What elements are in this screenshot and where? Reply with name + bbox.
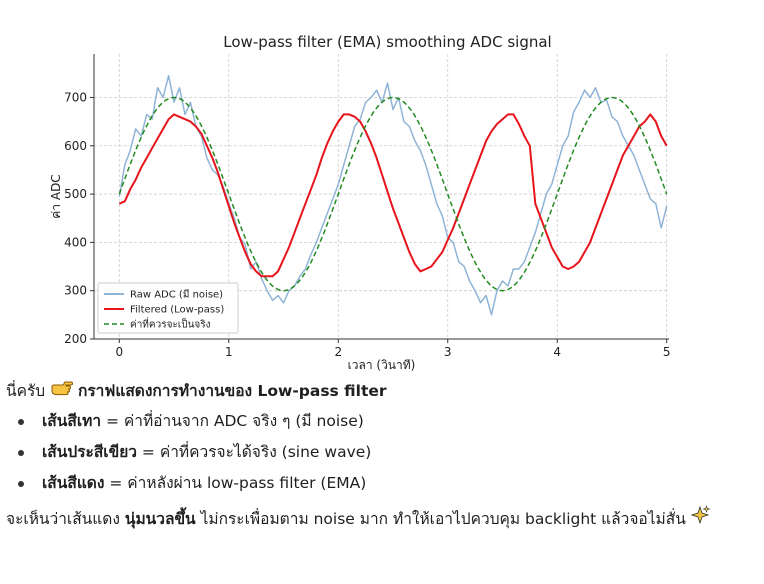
x-tick-label: 4 bbox=[553, 345, 561, 359]
x-tick-label: 1 bbox=[225, 345, 233, 359]
intro-prefix: นี่ครับ bbox=[6, 382, 46, 401]
legend-explanation-list: เส้นสีเทา = ค่าที่อ่านจาก ADC จริง ๆ (มี… bbox=[6, 409, 756, 495]
y-axis-label: ค่า ADC bbox=[49, 174, 63, 218]
conclusion-bold: นุ่มนวลขึ้น bbox=[124, 510, 196, 529]
legend-label: ค่าที่ควรจะเป็นจริง bbox=[130, 317, 211, 331]
y-tick-label: 200 bbox=[64, 332, 87, 346]
y-tick-label: 400 bbox=[64, 235, 87, 249]
bullet-rest: = ค่าที่อ่านจาก ADC จริง ๆ (มี noise) bbox=[101, 412, 364, 431]
ema-chart: 0 1 2 3 4 5 200 300 400 500 600 700 Low-pass filter … bbox=[49, 33, 671, 372]
chart-title: Low-pass filter (EMA) smoothing ADC sign… bbox=[223, 33, 551, 51]
list-item: เส้นสีแดง = ค่าหลังผ่าน low-pass filter … bbox=[18, 471, 756, 495]
intro-line: นี่ครับ กราฟแสดงการทำงานของ Low-pass fil… bbox=[6, 380, 756, 403]
bullet-bold: เส้นประสีเขียว bbox=[42, 443, 137, 462]
bullet-rest: = ค่าหลังผ่าน low-pass filter (EMA) bbox=[104, 474, 367, 493]
x-axis-label: เวลา (วินาที) bbox=[348, 358, 416, 372]
series-line-1 bbox=[118, 113, 668, 278]
y-tick-label: 700 bbox=[64, 90, 87, 104]
x-tick-label: 0 bbox=[115, 345, 123, 359]
sparkles-icon bbox=[690, 505, 711, 534]
x-tick-label: 2 bbox=[334, 345, 342, 359]
y-tick-label: 500 bbox=[64, 187, 87, 201]
list-item: เส้นประสีเขียว = ค่าที่ควรจะได้จริง (sin… bbox=[18, 440, 756, 464]
legend-box bbox=[97, 282, 239, 334]
x-tick-label: 3 bbox=[444, 345, 452, 359]
list-item: เส้นสีเทา = ค่าที่อ่านจาก ADC จริง ๆ (มี… bbox=[18, 409, 756, 433]
legend-label: Raw ADC (มี noise) bbox=[130, 289, 223, 301]
conclusion-suffix: ไม่กระเพื่อมตาม noise มาก ทำให้เอาไปควบค… bbox=[195, 510, 686, 529]
series-line-0 bbox=[118, 74, 668, 316]
pointing-hand-icon bbox=[51, 380, 73, 403]
chart-container: 0 1 2 3 4 5 200 300 400 500 600 700 Low-pass filter … bbox=[49, 33, 671, 372]
bullet-bold: เส้นสีเทา bbox=[42, 412, 102, 431]
x-tick-label: 5 bbox=[663, 345, 671, 359]
series-line-2 bbox=[118, 96, 668, 292]
explanation-text: นี่ครับ กราฟแสดงการทำงานของ Low-pass fil… bbox=[6, 380, 756, 534]
bullet-rest: = ค่าที่ควรจะได้จริง (sine wave) bbox=[136, 443, 372, 462]
bullet-bold: เส้นสีแดง bbox=[42, 474, 105, 493]
y-tick-label: 600 bbox=[64, 139, 87, 153]
y-tick-label: 300 bbox=[64, 284, 87, 298]
conclusion-prefix: จะเห็นว่าเส้นแดง bbox=[6, 510, 125, 529]
intro-suffix: กราฟแสดงการทำงานของ Low-pass filter bbox=[77, 382, 387, 401]
conclusion-text: จะเห็นว่าเส้นแดง นุ่มนวลขึ้น ไม่กระเพื่อ… bbox=[6, 505, 756, 534]
legend-label: Filtered (Low-pass) bbox=[130, 305, 224, 316]
